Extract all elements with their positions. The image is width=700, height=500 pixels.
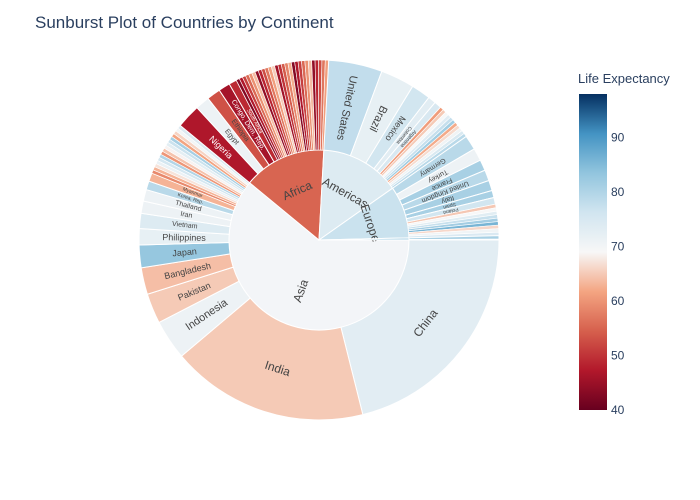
colorbar-gradient	[579, 94, 607, 410]
colorbar-tick-50: 50	[611, 349, 625, 363]
country-label-japan: Japan	[172, 246, 197, 258]
country-segment-india[interactable]	[180, 297, 364, 421]
country-label-vietnam: Vietnam	[172, 221, 198, 231]
colorbar-title: Life Expectancy	[578, 71, 670, 86]
colorbar-tick-70: 70	[611, 240, 625, 254]
colorbar-tick-80: 80	[611, 185, 625, 199]
colorbar-tick-90: 90	[611, 131, 625, 145]
colorbar: 40 50 60 70 80 90	[579, 94, 625, 417]
country-label-poland: Poland	[442, 206, 459, 215]
country-label-italy: Italy	[440, 194, 455, 205]
colorbar-tick-40: 40	[611, 403, 625, 417]
colorbar-tick-60: 60	[611, 294, 625, 308]
country-label-philippines: Philippines	[162, 232, 206, 243]
country-segment-other-1[interactable]	[408, 238, 500, 241]
country-segment-china[interactable]	[340, 239, 500, 416]
country-label-iran: Iran	[180, 211, 193, 220]
chart-title: Sunburst Plot of Countries by Continent	[35, 13, 334, 32]
country-label-spain: Spain	[442, 201, 456, 210]
sunburst-group[interactable]: AsiaChinaIndiaIndonesiaPakistanBanglades…	[138, 59, 500, 421]
